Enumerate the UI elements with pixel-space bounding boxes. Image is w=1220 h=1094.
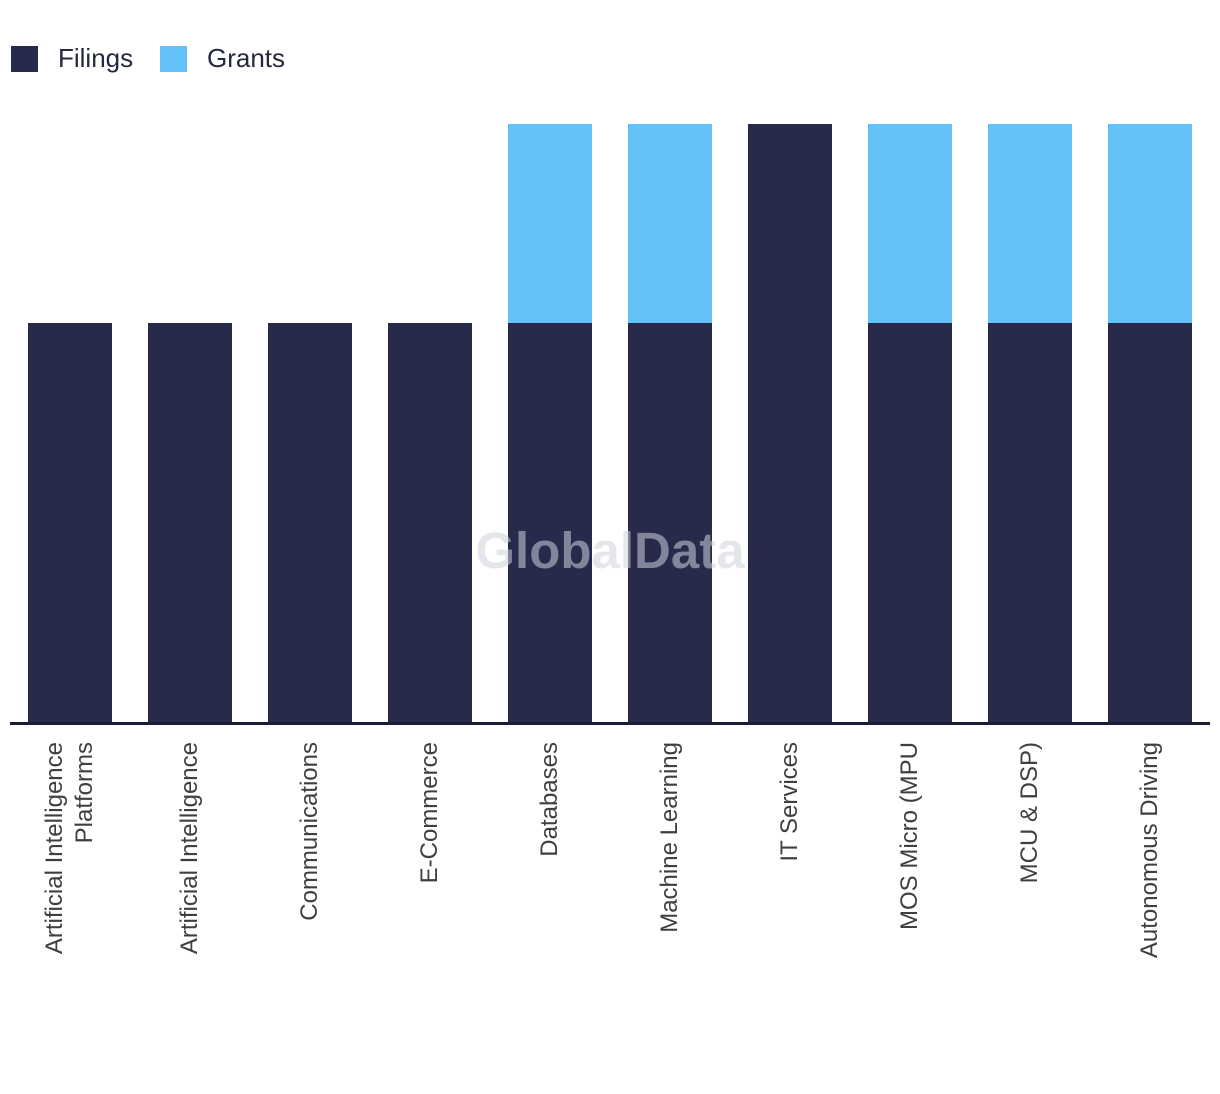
legend-label-grants: Grants	[207, 43, 286, 73]
bar-filings-1[interactable]	[148, 323, 232, 722]
legend-item-filings[interactable]: Filings	[11, 45, 133, 72]
bar-grants-4[interactable]	[508, 124, 592, 324]
bar-filings-2[interactable]	[268, 323, 352, 722]
filings-swatch-icon	[11, 45, 38, 72]
legend-label-filings: Filings	[58, 43, 134, 73]
bar-grants-8[interactable]	[988, 124, 1072, 324]
bar-filings-8[interactable]	[988, 323, 1072, 722]
bar-filings-4[interactable]	[508, 323, 592, 722]
grants-swatch-icon	[160, 45, 187, 72]
bar-filings-6[interactable]	[748, 124, 832, 722]
bar-filings-9[interactable]	[1108, 323, 1192, 722]
bar-grants-5[interactable]	[628, 124, 712, 324]
x-axis-line	[10, 722, 1210, 725]
legend-item-grants[interactable]: Grants	[160, 45, 285, 72]
bar-filings-5[interactable]	[628, 323, 712, 722]
bar-filings-7[interactable]	[868, 323, 952, 722]
bar-filings-3[interactable]	[388, 323, 472, 722]
bar-grants-7[interactable]	[868, 124, 952, 324]
bar-grants-9[interactable]	[1108, 124, 1192, 324]
bar-filings-0[interactable]	[28, 323, 112, 722]
